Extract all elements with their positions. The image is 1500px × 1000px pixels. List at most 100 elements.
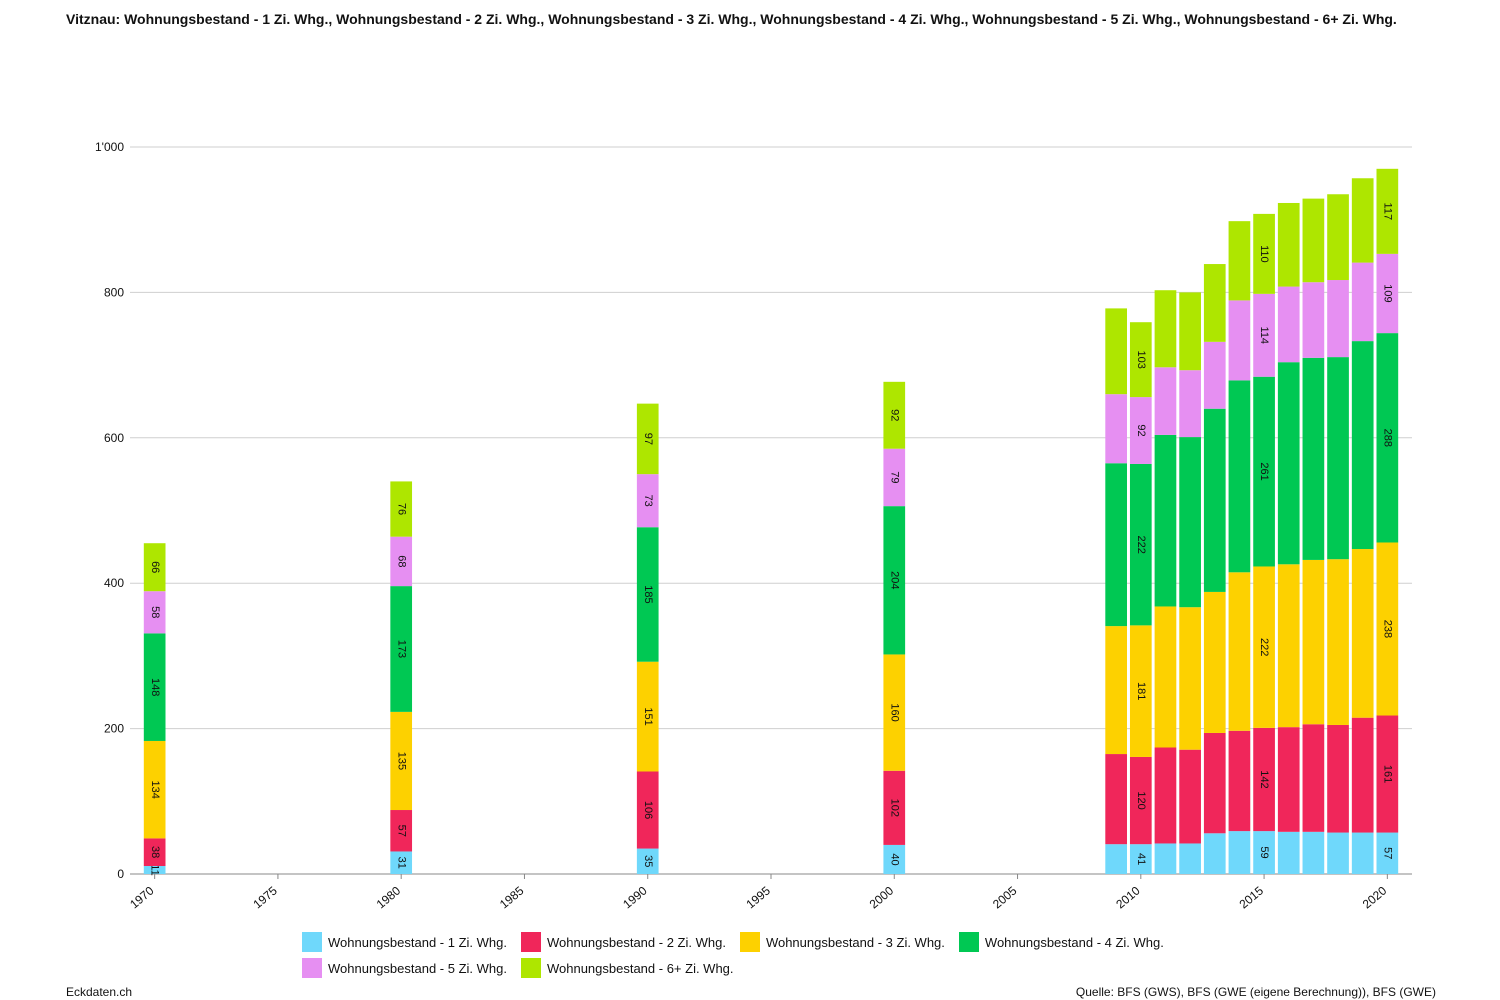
legend-label-1zi: Wohnungsbestand - 1 Zi. Whg. [328,934,507,950]
bar-segment [1154,747,1177,844]
legend-swatch-4zi [958,932,979,952]
chart-title: Vitznau: Wohnungsbestand - 1 Zi. Whg., W… [66,11,1397,27]
y-tick-label: 200 [104,722,124,736]
bar-segment [1351,178,1374,263]
legend-swatch-3zi [739,932,760,952]
bar-segment [143,866,166,874]
data-label: 40 [888,853,900,865]
bar-segment [1203,264,1226,342]
legend-row-1: Wohnungsbestand - 1 Zi. Whg. Wohnungsbes… [302,930,1242,954]
bar-segment [1376,542,1399,716]
bar-segment [143,633,166,741]
legend: Wohnungsbestand - 1 Zi. Whg. Wohnungsbes… [302,930,1242,982]
data-label: 114 [1258,327,1270,345]
x-tick-label: 2015 [1237,883,1267,911]
data-label: 31 [395,857,407,869]
bar-segment [1376,253,1399,334]
bar-segment [1277,564,1300,728]
y-tick-label: 800 [104,285,124,299]
data-label: 66 [149,561,161,573]
bar-segment [1129,756,1152,845]
data-label: 173 [395,640,407,658]
legend-row-2: Wohnungsbestand - 5 Zi. Whg. Wohnungsbes… [302,956,1242,980]
bar-segment [1376,333,1399,543]
bar-segment [1327,357,1349,560]
bar-segment [390,536,413,587]
bar-segment [1351,549,1374,718]
bar-segment [1228,831,1251,874]
bar-segment [390,586,413,712]
bar-segment [1154,843,1177,874]
bar-segment [1253,566,1275,728]
bar-segment [1376,715,1399,833]
x-tick-label: 1985 [497,883,527,911]
bar-segment [1179,437,1201,608]
data-label: 185 [642,585,654,603]
data-label: 92 [888,409,900,421]
bar-segment [1228,730,1251,832]
legend-swatch-1zi [302,932,322,952]
bar-segment [1228,221,1251,301]
data-label: 38 [149,846,161,858]
bar-segment [1129,463,1152,626]
data-label: 41 [1135,853,1147,865]
bar-segment [390,481,413,537]
data-label: 238 [1381,620,1393,638]
legend-item-3zi[interactable]: Wohnungsbestand - 3 Zi. Whg. [739,932,945,952]
data-label: 58 [149,606,161,618]
data-label: 261 [1258,462,1270,480]
x-tick-label: 1995 [743,883,773,911]
bar-segment [1302,282,1325,358]
legend-item-5zi[interactable]: Wohnungsbestand - 5 Zi. Whg. [302,958,507,978]
y-tick-label: 0 [117,867,124,881]
bar-segment [1302,724,1325,832]
bar-segment [1154,434,1177,607]
data-label: 160 [888,703,900,721]
x-tick-label: 2020 [1360,883,1390,911]
bar-segment [1105,308,1128,395]
bar-segment [1228,300,1251,381]
x-tick-label: 2010 [1113,883,1143,911]
bar-segment [1203,341,1226,409]
bar-segment [636,848,659,874]
bar-segment [1203,833,1226,874]
data-label: 135 [395,752,407,770]
bar-segment [1327,194,1349,281]
bar-segment [1376,168,1399,254]
data-label: 103 [1135,350,1147,368]
legend-item-6zi[interactable]: Wohnungsbestand - 6+ Zi. Whg. [520,958,734,978]
stacked-bar-chart: 0 200 400 600 800 1'000 1970 1975 1980 1985 1990 19… [95,140,1412,911]
bar-segment [1129,844,1152,874]
bar-segment [1203,408,1226,592]
legend-item-1zi[interactable]: Wohnungsbestand - 1 Zi. Whg. [302,932,507,952]
data-label: 110 [1258,245,1270,263]
bar-segment [1203,591,1226,733]
bar-segment [1302,357,1325,560]
bar-segment [1105,463,1128,627]
bar-segment [390,711,413,811]
data-label: 148 [149,678,161,696]
data-label: 73 [642,495,654,507]
bar-segment [883,381,906,449]
legend-item-2zi[interactable]: Wohnungsbestand - 2 Zi. Whg. [520,932,726,952]
footer-source: Quelle: BFS (GWS), BFS (GWE (eigene Bere… [1075,985,1436,999]
x-tick-label: 1980 [374,883,404,911]
bar-segment [143,591,166,634]
bar-segment [1253,213,1275,294]
y-tick-label: 600 [104,431,124,445]
legend-swatch-5zi [302,958,322,978]
bar-segment [1302,559,1325,725]
bar-segment [636,474,659,528]
bar-segment [1351,717,1374,833]
bar-segment [143,838,166,867]
bar-segment [1253,727,1275,832]
legend-item-4zi[interactable]: Wohnungsbestand - 4 Zi. Whg. [958,932,1164,952]
data-label: 161 [1381,765,1393,783]
bar-segment [1351,262,1374,342]
data-label: 120 [1135,791,1147,809]
legend-label-4zi: Wohnungsbestand - 4 Zi. Whg. [984,934,1164,950]
legend-swatch-2zi [520,932,541,952]
data-label: 11 [149,864,161,875]
data-label: 117 [1381,203,1393,221]
bar-segment [1105,844,1128,874]
